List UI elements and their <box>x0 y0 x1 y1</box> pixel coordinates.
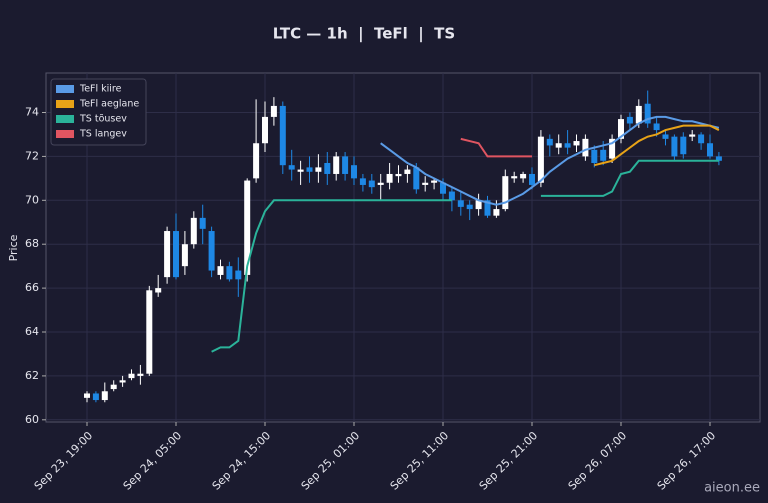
candle-body <box>644 103 651 124</box>
candle-body <box>342 156 349 174</box>
candle-body <box>715 156 722 161</box>
candle-body <box>591 149 598 163</box>
candle-body <box>529 173 535 185</box>
candle-body <box>609 138 616 159</box>
candle-body <box>235 270 242 280</box>
candle-body <box>359 178 366 185</box>
candle-body <box>84 393 90 398</box>
legend-label: TS langev <box>79 129 127 140</box>
candle-body <box>537 136 544 183</box>
candle-body <box>618 119 624 139</box>
legend-label: TS tõusev <box>79 114 127 125</box>
candle-body <box>351 165 357 179</box>
watermark: aieon.ee <box>704 481 760 496</box>
candle-body <box>297 169 304 172</box>
candle-body <box>466 204 473 210</box>
candle-body <box>217 266 224 275</box>
candle-body <box>680 136 687 155</box>
legend-label: TeFl kiire <box>79 84 122 95</box>
candle-body <box>582 138 589 157</box>
indicator-line <box>380 115 720 206</box>
legend-swatch <box>56 100 74 108</box>
indicator-line <box>460 137 532 158</box>
candle-body <box>653 123 660 131</box>
candle-body <box>92 393 99 401</box>
candle-body <box>564 143 571 148</box>
legend-swatch <box>56 130 74 138</box>
candle-body <box>368 180 375 188</box>
candle-body <box>413 167 420 190</box>
candle-body <box>199 217 206 229</box>
legend-swatch <box>56 115 74 123</box>
candle-body <box>689 134 696 137</box>
candle-body <box>262 116 268 144</box>
candle-body <box>395 173 402 177</box>
y-tick-label: 74 <box>25 106 39 119</box>
y-tick-label: 62 <box>25 369 39 382</box>
candle-body <box>404 169 411 174</box>
candle-body <box>626 116 633 124</box>
y-tick-label: 60 <box>25 413 39 426</box>
candle-body <box>698 134 705 144</box>
candle-body <box>324 162 331 174</box>
indicator-line <box>211 159 719 353</box>
candle-body <box>377 182 384 185</box>
candle-body <box>662 134 669 139</box>
legend-label: TeFl aeglane <box>79 99 139 110</box>
candle-body <box>635 105 642 124</box>
candle-body <box>475 200 482 210</box>
candle-body <box>226 266 233 280</box>
candle-body <box>128 373 135 379</box>
candle-body <box>173 231 179 278</box>
chart-title: LTC — 1h | TeFl | TS <box>273 25 455 44</box>
candle-body <box>146 290 153 374</box>
candle-body <box>270 105 277 117</box>
candle-body <box>671 136 678 157</box>
legend: TeFl kiire TeFl aeglane TS tõusev TS langev <box>50 78 147 146</box>
candle-body <box>119 380 126 383</box>
candle-body <box>101 391 108 401</box>
candle-body <box>253 143 260 179</box>
candle-body <box>181 244 188 267</box>
candle-body <box>520 173 527 179</box>
candle-body <box>208 231 215 271</box>
candle-body <box>511 176 518 179</box>
candle-body <box>546 138 553 146</box>
legend-swatch <box>56 85 74 93</box>
candle-body <box>448 191 455 201</box>
candle-body <box>555 143 562 148</box>
candle-body <box>707 143 713 157</box>
candle-body <box>306 167 313 172</box>
indicator-line <box>594 124 720 167</box>
y-tick-label: 70 <box>25 193 39 206</box>
candle-body <box>244 180 251 275</box>
y-tick-label: 64 <box>25 325 39 338</box>
candle-body <box>422 182 429 185</box>
candle-body <box>164 231 171 278</box>
candle-body <box>440 182 446 194</box>
candle-body <box>315 167 322 172</box>
candle-body <box>333 156 340 174</box>
candle-body <box>600 149 607 161</box>
y-axis-label: Price <box>7 234 20 261</box>
candle-body <box>110 384 117 390</box>
candle-body <box>386 173 393 183</box>
candle-body <box>155 288 162 293</box>
legend-box <box>50 78 147 146</box>
candle-body <box>502 176 509 210</box>
candle-body <box>493 209 500 216</box>
candle-body <box>288 165 295 170</box>
candle-body <box>279 105 286 166</box>
candle-body <box>484 200 491 216</box>
candle-body <box>457 200 464 207</box>
y-tick-label: 66 <box>25 281 39 294</box>
y-tick-label: 72 <box>25 149 39 162</box>
candle-body <box>190 217 197 245</box>
candle-body <box>431 180 438 183</box>
y-tick-label: 68 <box>25 237 39 250</box>
candle-body <box>137 373 144 376</box>
candle-body <box>573 141 580 146</box>
plot-area <box>45 72 761 423</box>
